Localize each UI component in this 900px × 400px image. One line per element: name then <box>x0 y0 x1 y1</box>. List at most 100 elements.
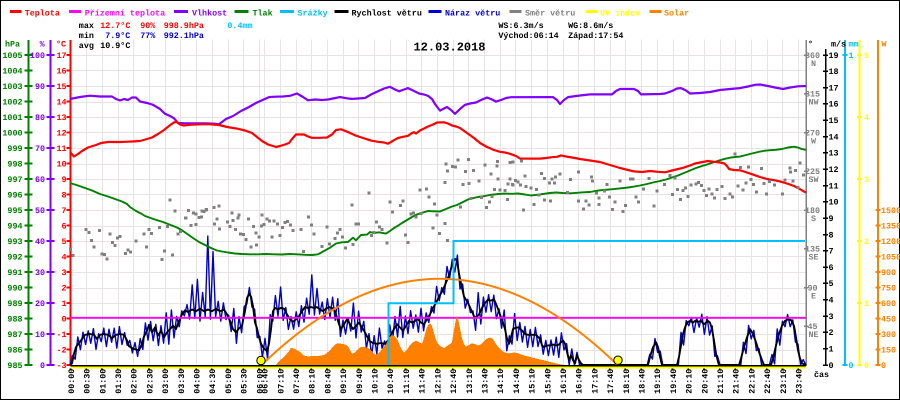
svg-text:6: 6 <box>61 221 66 231</box>
svg-text:00:30: 00:30 <box>83 369 93 394</box>
svg-text:08:10: 08:10 <box>308 369 318 394</box>
svg-text:994: 994 <box>7 221 22 231</box>
svg-text:19:40: 19:40 <box>669 369 679 394</box>
svg-text:03:30: 03:30 <box>177 369 187 394</box>
svg-text:1002: 1002 <box>2 97 22 107</box>
svg-text:°: ° <box>808 40 813 50</box>
svg-text:07:40: 07:40 <box>292 369 302 394</box>
svg-text:04:30: 04:30 <box>208 369 218 394</box>
svg-text:13: 13 <box>56 113 66 123</box>
svg-text:UV index: UV index <box>600 9 640 19</box>
svg-text:1050: 1050 <box>881 252 900 262</box>
svg-text:0: 0 <box>40 361 45 371</box>
svg-text:00:00: 00:00 <box>67 369 77 394</box>
svg-text:1: 1 <box>849 51 854 61</box>
svg-text:60: 60 <box>35 175 45 185</box>
svg-text:0: 0 <box>849 361 854 371</box>
svg-text:12.03.2018: 12.03.2018 <box>413 41 485 55</box>
svg-text:01:00: 01:00 <box>98 369 108 394</box>
svg-text:W: W <box>882 40 888 50</box>
svg-text:990: 990 <box>7 283 22 293</box>
svg-text:17: 17 <box>829 83 839 93</box>
svg-text:180: 180 <box>805 206 820 216</box>
svg-text:čas: čas <box>814 370 829 380</box>
svg-text:max: max <box>79 21 94 31</box>
svg-text:0: 0 <box>829 361 834 371</box>
svg-text:995: 995 <box>7 206 22 216</box>
svg-text:12:40: 12:40 <box>449 369 459 394</box>
svg-text:18:10: 18:10 <box>622 369 632 394</box>
svg-text:1500: 1500 <box>881 206 900 216</box>
svg-text:2: 2 <box>829 328 834 338</box>
svg-text:WS:6.3m/s: WS:6.3m/s <box>498 21 543 31</box>
svg-text:23:40: 23:40 <box>795 369 805 394</box>
svg-text:16: 16 <box>829 100 839 110</box>
svg-text:19: 19 <box>829 51 839 61</box>
svg-text:15: 15 <box>829 116 839 126</box>
svg-text:20:40: 20:40 <box>700 369 710 394</box>
svg-text:12: 12 <box>56 128 66 138</box>
svg-text:8: 8 <box>61 190 66 200</box>
svg-text:1: 1 <box>61 299 66 309</box>
svg-text:135: 135 <box>805 245 820 255</box>
svg-text:Teplota: Teplota <box>25 9 60 19</box>
svg-text:1005: 1005 <box>2 51 22 61</box>
svg-text:999: 999 <box>7 144 22 154</box>
svg-text:07:10: 07:10 <box>276 369 286 394</box>
svg-text:0.4mm: 0.4mm <box>227 21 252 31</box>
svg-text:N: N <box>811 59 816 69</box>
svg-text:1200: 1200 <box>881 237 900 247</box>
svg-text:18:40: 18:40 <box>638 369 648 394</box>
svg-text:987: 987 <box>7 330 22 340</box>
svg-text:4: 4 <box>61 252 66 262</box>
svg-text:20: 20 <box>35 299 45 309</box>
svg-text:8: 8 <box>829 230 834 240</box>
svg-text:S: S <box>811 214 816 224</box>
svg-text:14:40: 14:40 <box>512 369 522 394</box>
svg-text:-1: -1 <box>56 330 66 340</box>
svg-text:45: 45 <box>807 322 817 332</box>
svg-text:15:10: 15:10 <box>528 369 538 394</box>
svg-text:Přízemní teplota: Přízemní teplota <box>85 9 165 19</box>
svg-text:1004: 1004 <box>2 66 22 76</box>
svg-text:14: 14 <box>829 132 839 142</box>
svg-text:1: 1 <box>829 345 834 355</box>
svg-text:3: 3 <box>864 175 869 185</box>
svg-text:10:40: 10:40 <box>386 369 396 394</box>
svg-text:NE: NE <box>808 330 818 340</box>
svg-text:50: 50 <box>35 206 45 216</box>
svg-text:E: E <box>811 291 816 301</box>
svg-text:1003: 1003 <box>2 82 22 92</box>
svg-text:996: 996 <box>7 190 22 200</box>
svg-text:22:40: 22:40 <box>763 369 773 394</box>
svg-text:11: 11 <box>829 181 839 191</box>
svg-text:16: 16 <box>56 66 66 76</box>
svg-text:11: 11 <box>56 144 66 154</box>
svg-text:998.9hPa: 998.9hPa <box>164 21 204 31</box>
svg-text:900: 900 <box>881 268 896 278</box>
svg-text:40: 40 <box>35 237 45 247</box>
svg-text:7: 7 <box>61 206 66 216</box>
svg-text:1001: 1001 <box>2 113 22 123</box>
svg-text:15:40: 15:40 <box>543 369 553 394</box>
svg-text:5: 5 <box>61 237 66 247</box>
svg-text:hPa: hPa <box>5 40 20 50</box>
svg-text:22:10: 22:10 <box>747 369 757 394</box>
svg-text:17: 17 <box>56 51 66 61</box>
svg-text:4: 4 <box>829 296 834 306</box>
svg-text:360: 360 <box>805 51 820 61</box>
svg-text:18: 18 <box>829 67 839 77</box>
svg-text:450: 450 <box>881 314 896 324</box>
svg-text:100: 100 <box>30 51 45 61</box>
svg-text:19:10: 19:10 <box>653 369 663 394</box>
svg-text:5: 5 <box>829 279 834 289</box>
svg-text:Vlhkost: Vlhkost <box>192 9 227 19</box>
svg-text:2: 2 <box>864 237 869 247</box>
svg-text:06:40: 06:40 <box>261 369 271 394</box>
svg-text:21:40: 21:40 <box>732 369 742 394</box>
svg-text:6: 6 <box>829 263 834 273</box>
svg-text:3: 3 <box>61 268 66 278</box>
svg-text:991: 991 <box>7 268 22 278</box>
svg-text:1: 1 <box>864 299 869 309</box>
svg-text:13:40: 13:40 <box>481 369 491 394</box>
